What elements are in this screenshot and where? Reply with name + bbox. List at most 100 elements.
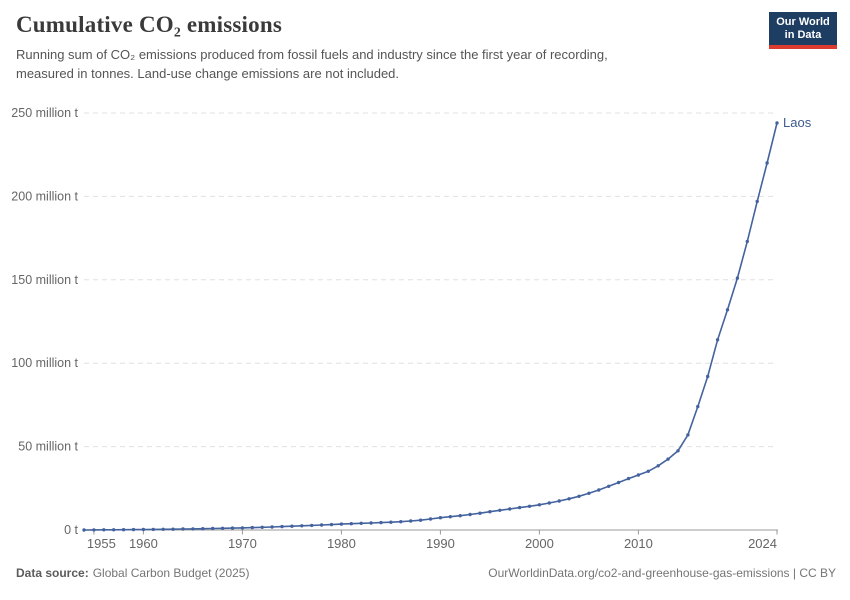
owid-logo-line-2: in Data xyxy=(784,28,822,41)
data-point[interactable] xyxy=(448,515,452,519)
data-point[interactable] xyxy=(706,374,710,379)
data-point[interactable] xyxy=(755,199,759,204)
data-point[interactable] xyxy=(171,527,175,531)
x-axis: 1955 1960 1970 1980 1990 2000 2010 2024 xyxy=(87,530,778,551)
data-point[interactable] xyxy=(656,464,660,468)
data-point[interactable] xyxy=(616,480,621,485)
data-point[interactable] xyxy=(597,488,601,492)
data-point[interactable] xyxy=(280,524,284,529)
data-point[interactable] xyxy=(319,523,324,527)
data-point[interactable] xyxy=(260,525,264,529)
data-point[interactable] xyxy=(409,519,413,523)
y-tick-label: 250 million t xyxy=(11,106,78,120)
data-source-label: Data source: xyxy=(16,566,89,580)
y-tick-label: 150 million t xyxy=(11,273,78,287)
data-point[interactable] xyxy=(418,518,423,522)
data-point[interactable] xyxy=(349,522,353,526)
data-point[interactable] xyxy=(567,497,571,501)
y-tick-label: 200 million t xyxy=(11,189,78,203)
data-point[interactable] xyxy=(646,469,650,473)
series-laos[interactable]: Laos xyxy=(82,115,812,532)
data-point[interactable] xyxy=(339,522,344,526)
data-point[interactable] xyxy=(686,433,690,437)
data-point[interactable] xyxy=(547,501,551,505)
data-point[interactable] xyxy=(92,528,96,532)
data-point[interactable] xyxy=(626,476,631,481)
data-point[interactable] xyxy=(369,521,373,525)
data-point[interactable] xyxy=(201,527,205,531)
data-point[interactable] xyxy=(765,161,769,165)
data-point[interactable] xyxy=(181,527,185,531)
data-point[interactable] xyxy=(458,514,462,518)
y-tick-label: 100 million t xyxy=(11,356,78,370)
data-point[interactable] xyxy=(676,449,680,453)
x-tick-label: 2000 xyxy=(525,536,554,551)
plot-area[interactable] xyxy=(84,113,777,530)
data-point[interactable] xyxy=(161,527,165,531)
data-point[interactable] xyxy=(478,511,482,515)
data-point[interactable] xyxy=(577,494,581,498)
owid-logo-line-1: Our World xyxy=(776,15,830,28)
data-point[interactable] xyxy=(359,521,363,525)
data-point[interactable] xyxy=(488,510,492,514)
data-point[interactable] xyxy=(82,528,86,532)
data-point[interactable] xyxy=(517,505,522,510)
data-point[interactable] xyxy=(211,526,215,531)
data-point[interactable] xyxy=(270,525,274,529)
data-point[interactable] xyxy=(428,517,433,521)
data-point[interactable] xyxy=(112,528,116,532)
data-point[interactable] xyxy=(745,239,749,244)
data-point[interactable] xyxy=(250,525,254,530)
data-point[interactable] xyxy=(775,121,779,125)
chart-subtitle-line-1: Running sum of CO₂ emissions produced fr… xyxy=(16,47,608,62)
chart-subtitle: Running sum of CO₂ emissions produced fr… xyxy=(16,46,756,84)
data-point[interactable] xyxy=(141,527,146,532)
data-point[interactable] xyxy=(399,520,403,524)
data-point[interactable] xyxy=(438,516,443,520)
data-point[interactable] xyxy=(102,528,106,532)
data-point[interactable] xyxy=(329,522,334,527)
data-point[interactable] xyxy=(537,503,542,507)
data-point[interactable] xyxy=(240,526,245,530)
y-axis: 0 t 50 million t 100 million t 150 million … xyxy=(11,106,778,537)
data-source: Data source: Global Carbon Budget (2025) xyxy=(16,566,249,580)
x-tick-label: 1970 xyxy=(228,536,257,551)
y-tick-label: 50 million t xyxy=(18,440,78,454)
data-point[interactable] xyxy=(131,527,136,532)
data-point[interactable] xyxy=(230,526,235,530)
data-point[interactable] xyxy=(666,457,670,461)
x-tick-label: 1990 xyxy=(426,536,455,551)
data-point[interactable] xyxy=(607,484,611,488)
data-point[interactable] xyxy=(310,523,314,528)
data-point[interactable] xyxy=(468,512,472,517)
data-point[interactable] xyxy=(735,276,740,280)
data-point[interactable] xyxy=(587,491,591,495)
data-point[interactable] xyxy=(498,508,502,512)
data-point[interactable] xyxy=(151,527,155,532)
y-tick-label: 0 t xyxy=(64,523,78,537)
x-tick-label: 2024 xyxy=(748,536,777,551)
x-tick-label: 2010 xyxy=(624,536,653,551)
data-point[interactable] xyxy=(191,527,195,531)
chart-footer: Data source: Global Carbon Budget (2025) … xyxy=(16,566,836,580)
data-point[interactable] xyxy=(508,507,512,511)
owid-logo[interactable]: Our World in Data xyxy=(769,12,837,49)
data-point[interactable] xyxy=(557,499,561,503)
data-point[interactable] xyxy=(389,520,393,524)
data-point[interactable] xyxy=(527,504,532,508)
data-point[interactable] xyxy=(636,473,641,477)
x-tick-label: 1960 xyxy=(129,536,158,551)
data-point[interactable] xyxy=(220,526,225,530)
data-point[interactable] xyxy=(290,524,294,528)
data-point[interactable] xyxy=(715,338,720,342)
chart-title: Cumulative CO₂ emissions xyxy=(16,12,282,37)
series-end-label[interactable]: Laos xyxy=(783,115,812,130)
data-point[interactable] xyxy=(725,308,730,312)
data-point[interactable] xyxy=(696,404,700,409)
x-tick-label: 1955 xyxy=(87,536,116,551)
data-point[interactable] xyxy=(379,520,383,525)
data-point[interactable] xyxy=(121,528,126,532)
data-point[interactable] xyxy=(300,524,304,528)
owid-url-link[interactable]: OurWorldinData.org/co2-and-greenhouse-ga… xyxy=(488,566,836,580)
